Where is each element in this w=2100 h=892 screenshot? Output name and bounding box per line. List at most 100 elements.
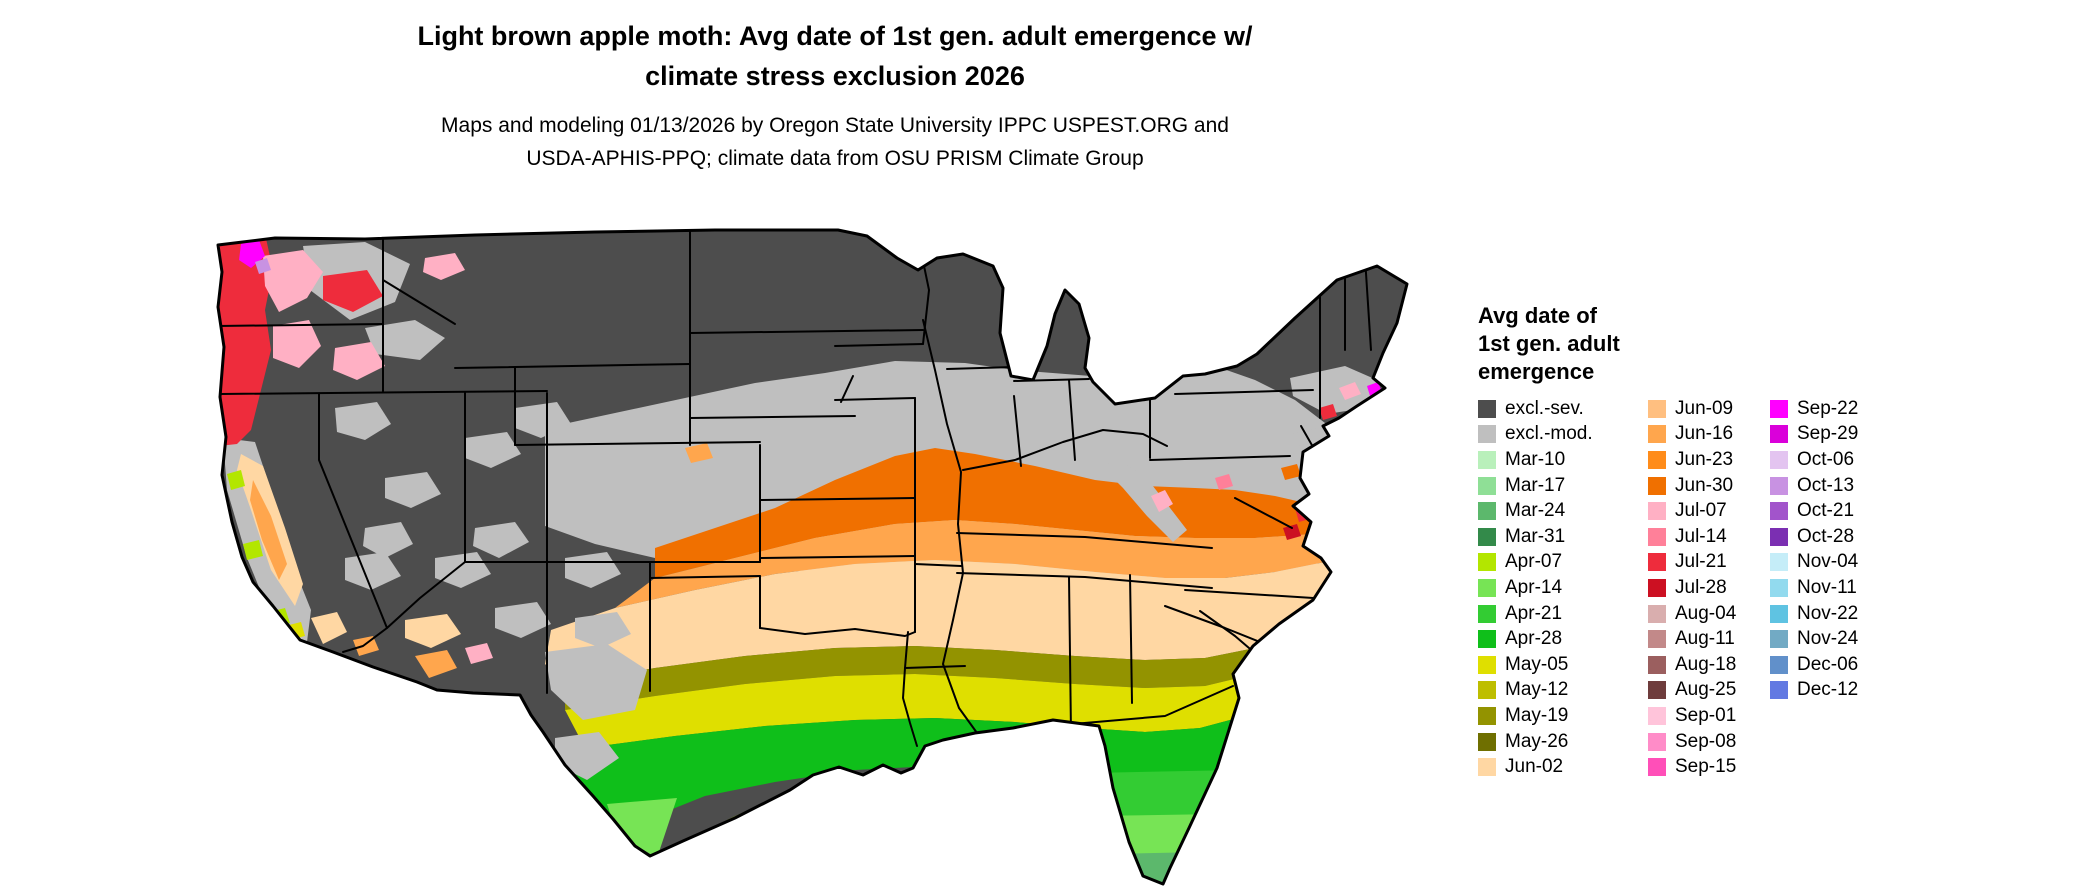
title-line-1: Light brown apple moth: Avg date of 1st … bbox=[417, 21, 1253, 51]
legend-swatch bbox=[1648, 681, 1666, 700]
legend-label: Apr-21 bbox=[1505, 602, 1563, 624]
legend-label: Jun-09 bbox=[1675, 397, 1734, 419]
state-border bbox=[514, 441, 761, 446]
map-region bbox=[335, 402, 391, 440]
legend-swatch bbox=[1478, 502, 1496, 521]
map-region bbox=[365, 320, 445, 360]
legend-entry: Apr-07 bbox=[1478, 550, 1648, 576]
figure-title: Light brown apple moth: Avg date of 1st … bbox=[210, 16, 1460, 96]
legend-swatch bbox=[1648, 553, 1666, 572]
legend-swatch bbox=[1478, 655, 1496, 674]
legend-entry: Sep-15 bbox=[1648, 754, 1770, 780]
legend-swatch bbox=[1648, 655, 1666, 674]
legend-label: Mar-31 bbox=[1505, 525, 1566, 547]
map-region bbox=[465, 643, 493, 664]
legend-swatch bbox=[1648, 630, 1666, 649]
legend-label: May-19 bbox=[1505, 704, 1569, 726]
legend-title-line-3: emergence bbox=[1478, 359, 1595, 384]
legend-swatch bbox=[1770, 527, 1788, 546]
legend-label: Jul-14 bbox=[1675, 525, 1727, 547]
map-region bbox=[363, 522, 413, 558]
legend-label: Dec-12 bbox=[1797, 679, 1859, 701]
legend-entry: May-12 bbox=[1478, 678, 1648, 704]
map-region bbox=[515, 402, 571, 438]
legend-entry: Apr-14 bbox=[1478, 575, 1648, 601]
legend-entry: Jul-28 bbox=[1648, 575, 1770, 601]
legend-title-line-2: 1st gen. adult bbox=[1478, 331, 1620, 356]
legend-label: Nov-11 bbox=[1797, 576, 1857, 598]
legend-swatch bbox=[1478, 553, 1496, 572]
map-region bbox=[1291, 426, 1333, 446]
legend-swatch bbox=[1648, 502, 1666, 521]
legend-entry: Oct-28 bbox=[1770, 524, 1858, 550]
legend-swatch bbox=[1770, 399, 1788, 418]
legend-label: Sep-01 bbox=[1675, 704, 1737, 726]
state-border bbox=[1068, 576, 1072, 734]
map-region bbox=[1095, 814, 1221, 854]
legend-label: Jun-16 bbox=[1675, 423, 1734, 445]
legend-swatch bbox=[1770, 450, 1788, 469]
state-border bbox=[382, 279, 456, 325]
state-border bbox=[218, 323, 384, 327]
legend-swatch bbox=[1770, 681, 1788, 700]
legend-entry: Aug-04 bbox=[1648, 601, 1770, 627]
us-outline bbox=[216, 228, 1409, 886]
legend-entry: Nov-04 bbox=[1770, 550, 1858, 576]
map-region bbox=[1215, 474, 1233, 490]
figure-header: Light brown apple moth: Avg date of 1st … bbox=[210, 16, 1460, 175]
map-region bbox=[1319, 404, 1337, 420]
legend-label: Sep-08 bbox=[1675, 730, 1737, 752]
map-region bbox=[250, 480, 287, 580]
legend-label: Aug-11 bbox=[1675, 628, 1735, 650]
state-border bbox=[904, 665, 966, 669]
state-border bbox=[649, 575, 761, 579]
legend-label: excl.-mod. bbox=[1505, 423, 1593, 445]
legend-entry: Mar-10 bbox=[1478, 447, 1648, 473]
legend-column: Sep-22 Sep-29 Oct-06 Oct-13 Oct-21 Oct-28 Nov-… bbox=[1770, 396, 1858, 780]
map-region bbox=[495, 602, 551, 638]
map-region bbox=[1107, 852, 1203, 884]
legend-swatch bbox=[1648, 527, 1666, 546]
legend-label: Jun-30 bbox=[1675, 474, 1734, 496]
map-region bbox=[555, 732, 619, 780]
legend-swatch bbox=[1478, 399, 1496, 418]
state-border bbox=[454, 363, 691, 369]
legend-entry: Apr-28 bbox=[1478, 626, 1648, 652]
legend-entry: Oct-06 bbox=[1770, 447, 1858, 473]
map-region bbox=[473, 522, 529, 558]
map-region bbox=[273, 320, 321, 368]
map-region bbox=[255, 258, 271, 274]
legend-swatch bbox=[1770, 630, 1788, 649]
legend-columns: excl.-sev. excl.-mod. Mar-10 Mar-17 Mar-24 Ma… bbox=[1478, 396, 1858, 780]
legend-label: Sep-22 bbox=[1797, 397, 1859, 419]
state-border bbox=[956, 532, 1213, 549]
legend-entry: May-26 bbox=[1478, 729, 1648, 755]
map-region bbox=[333, 342, 385, 380]
legend-entry: excl.-mod. bbox=[1478, 422, 1648, 448]
map-region bbox=[1151, 490, 1173, 512]
legend-swatch bbox=[1770, 604, 1788, 623]
legend-swatch bbox=[1478, 706, 1496, 725]
legend-label: Aug-04 bbox=[1675, 602, 1737, 624]
state-border bbox=[1174, 389, 1314, 395]
state-border bbox=[840, 375, 854, 403]
legend-swatch bbox=[1648, 578, 1666, 597]
legend-swatch bbox=[1478, 425, 1496, 444]
legend-label: Dec-06 bbox=[1797, 653, 1859, 675]
state-border bbox=[689, 415, 856, 419]
legend-swatch bbox=[1648, 425, 1666, 444]
map-region bbox=[575, 612, 631, 648]
legend-label: Nov-24 bbox=[1797, 628, 1859, 650]
legend-label: Nov-22 bbox=[1797, 602, 1859, 624]
state-border bbox=[1234, 497, 1293, 529]
legend-entry: Nov-22 bbox=[1770, 601, 1858, 627]
state-border bbox=[1149, 455, 1291, 461]
us-map bbox=[215, 228, 1460, 890]
legend-swatch bbox=[1770, 476, 1788, 495]
map-region bbox=[311, 612, 347, 644]
legend-entry: Oct-21 bbox=[1770, 498, 1858, 524]
legend-swatch bbox=[1770, 553, 1788, 572]
state-border bbox=[1129, 574, 1133, 704]
map-region bbox=[1283, 524, 1301, 540]
map-region bbox=[415, 650, 457, 678]
